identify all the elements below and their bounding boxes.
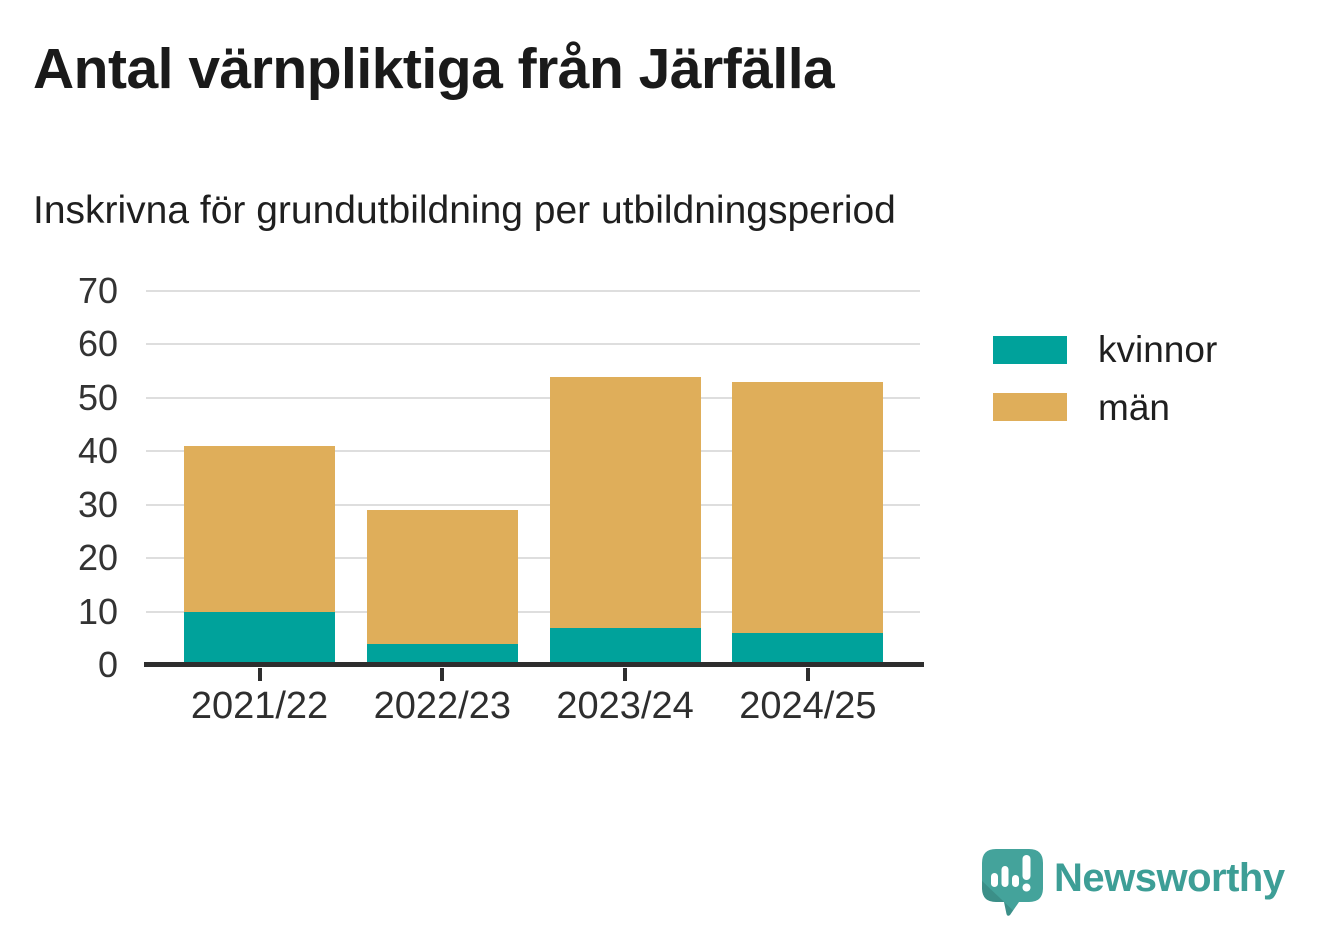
- y-tick-label-20: 20: [77, 537, 118, 579]
- y-axis-tick-labels: 0 10 20 30 40 50 60 70: [0, 273, 118, 683]
- y-tick-label-70: 70: [77, 270, 118, 311]
- bar-segment-män-2021/22: [184, 445, 335, 612]
- chart-title: Antal värnpliktiga från Järfälla: [33, 37, 835, 101]
- x-axis-tick-labels: 2021/22 2022/23 2023/24 2024/25: [146, 684, 920, 736]
- bar-segment-kvinnor-2024/25: [732, 632, 884, 665]
- x-tick-2021/22: [257, 668, 262, 681]
- y-tick-label-30: 30: [77, 483, 118, 525]
- legend-label-kvinnor: kvinnor: [1098, 329, 1218, 370]
- legend-item-kvinnor: kvinnor: [993, 328, 1217, 372]
- logo-bar-3: [1012, 875, 1019, 887]
- x-tick-label-2024/25: 2024/25: [739, 685, 877, 727]
- gridline-60: [146, 343, 920, 346]
- bar-segment-män-2022/23: [366, 510, 518, 644]
- bar-segment-män-2024/25: [732, 381, 884, 633]
- legend-label-män: män: [1098, 386, 1170, 428]
- y-tick-label-50: 50: [77, 376, 118, 418]
- bar-segment-kvinnor-2021/22: [184, 611, 335, 665]
- logo-exclamation-bar: [1022, 855, 1031, 880]
- legend-swatch-män: [993, 393, 1067, 422]
- gridline-30: [146, 503, 920, 506]
- bar-segment-kvinnor-2022/23: [366, 643, 518, 665]
- x-tick-label-2022/23: 2022/23: [373, 685, 511, 727]
- x-tick-2024/25: [805, 668, 810, 681]
- plot-area: [144, 290, 924, 681]
- x-tick-label-2023/24: 2023/24: [556, 685, 694, 727]
- logo-exclamation-dot: [1022, 883, 1031, 892]
- x-tick-2022/23: [440, 668, 445, 681]
- gridline-70: [146, 290, 920, 292]
- chart-subtitle: Inskrivna för grundutbildning per utbild…: [33, 189, 896, 232]
- y-tick-label-0: 0: [97, 644, 118, 685]
- x-tick-2023/24: [623, 668, 628, 681]
- bar-segment-kvinnor-2023/24: [549, 627, 701, 665]
- legend-item-män: män: [993, 386, 1217, 430]
- gridline-40: [146, 450, 920, 453]
- newsworthy-logo-icon: [982, 849, 1043, 916]
- y-tick-label-60: 60: [77, 323, 118, 365]
- gridline-10: [146, 610, 920, 613]
- x-axis-line: [144, 662, 924, 667]
- y-tick-label-10: 10: [77, 590, 118, 632]
- chart-legend: kvinnor män: [993, 328, 1217, 443]
- logo-bar-2: [1001, 866, 1009, 887]
- x-tick-label-2021/22: 2021/22: [190, 685, 329, 727]
- newsworthy-logo-text: Newsworthy: [1054, 856, 1285, 900]
- logo-bar-1: [991, 873, 998, 887]
- gridline-50: [146, 396, 920, 399]
- bar-segment-män-2023/24: [549, 376, 701, 628]
- gridline-20: [146, 557, 920, 560]
- legend-swatch-kvinnor: [993, 335, 1067, 364]
- y-tick-label-40: 40: [77, 430, 118, 472]
